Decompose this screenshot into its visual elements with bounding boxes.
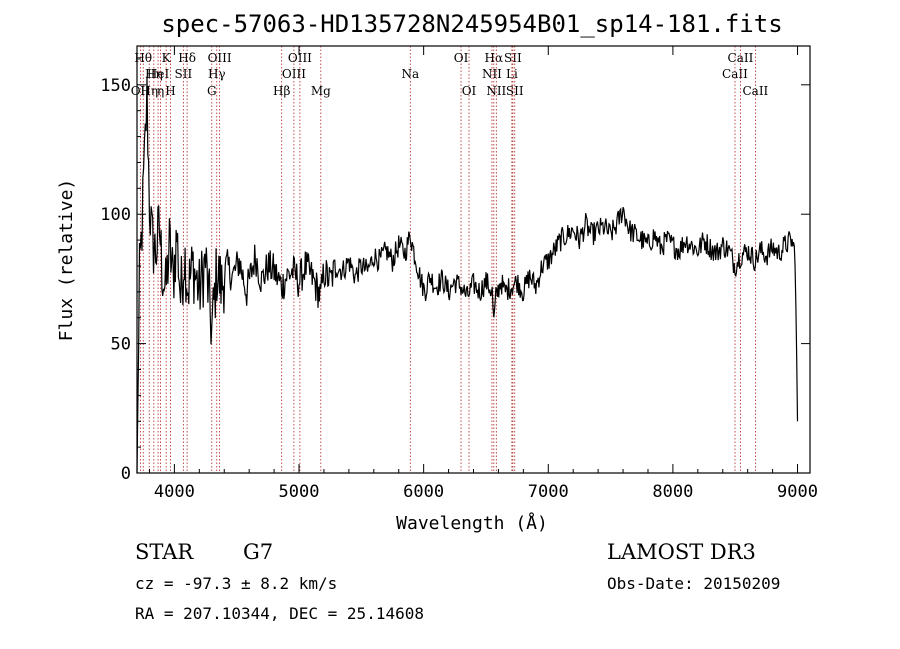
line-label-15: OIII	[288, 51, 312, 65]
y-axis-label: Flux (relative)	[56, 179, 77, 342]
line-label-27: CaII	[728, 51, 754, 65]
line-label-0: OII	[131, 84, 151, 98]
flux-series	[136, 76, 799, 474]
line-label-26: CaII	[722, 67, 748, 81]
x-tick-label-3: 7000	[528, 482, 569, 502]
x-tick-label-5: 9000	[777, 482, 818, 502]
coordinates-info: RA = 207.10344, DEC = 25.14608	[135, 604, 424, 623]
line-label-9: Hδ	[178, 51, 196, 65]
y-tick-label-3: 150	[100, 76, 131, 96]
line-label-14: OIII	[282, 67, 306, 81]
line-label-8: SII	[175, 67, 193, 81]
x-tick-label-4: 8000	[652, 482, 693, 502]
line-label-19: OI	[462, 84, 477, 98]
chart-title: spec-57063-HD135728N245954B01_sp14-181.f…	[161, 10, 782, 38]
line-label-21: Hα	[485, 51, 504, 65]
y-tick-label-2: 100	[100, 205, 131, 225]
object-subclass: G7	[243, 540, 274, 564]
line-label-17: Na	[401, 67, 419, 81]
object-class: STAR	[135, 540, 194, 564]
line-label-5: η	[157, 84, 164, 98]
x-tick-label-1: 5000	[279, 482, 320, 502]
line-label-13: Hβ	[273, 84, 290, 98]
line-label-20: NII	[482, 67, 502, 81]
x-axis-label: Wavelength (Å)	[396, 512, 548, 534]
line-label-4: HeI	[147, 67, 170, 81]
line-label-16: Mg	[311, 84, 331, 98]
line-label-12: OIII	[208, 51, 232, 65]
line-label-1: Hθ	[134, 51, 152, 65]
survey-name: LAMOST DR3	[607, 540, 756, 564]
line-label-24: SII	[504, 51, 522, 65]
observation-date: Obs-Date: 20150209	[607, 574, 781, 593]
line-label-11: Hγ	[208, 67, 226, 81]
line-label-18: OI	[454, 51, 469, 65]
plot-frame	[136, 45, 811, 474]
y-tick-label-1: 50	[111, 335, 131, 355]
line-label-23: Li	[506, 67, 518, 81]
line-label-22: NII	[486, 84, 506, 98]
line-label-2: Hη	[140, 84, 158, 98]
line-label-7: H	[165, 84, 175, 98]
y-tick-label-0: 0	[121, 464, 131, 484]
line-label-25: SII	[506, 84, 524, 98]
line-label-10: G	[207, 84, 217, 98]
redshift-info: cz = -97.3 ± 8.2 km/s	[135, 574, 338, 593]
line-label-6: K	[162, 51, 172, 65]
x-tick-label-0: 4000	[154, 482, 195, 502]
x-tick-label-2: 6000	[403, 482, 444, 502]
line-label-28: CaII	[742, 84, 768, 98]
